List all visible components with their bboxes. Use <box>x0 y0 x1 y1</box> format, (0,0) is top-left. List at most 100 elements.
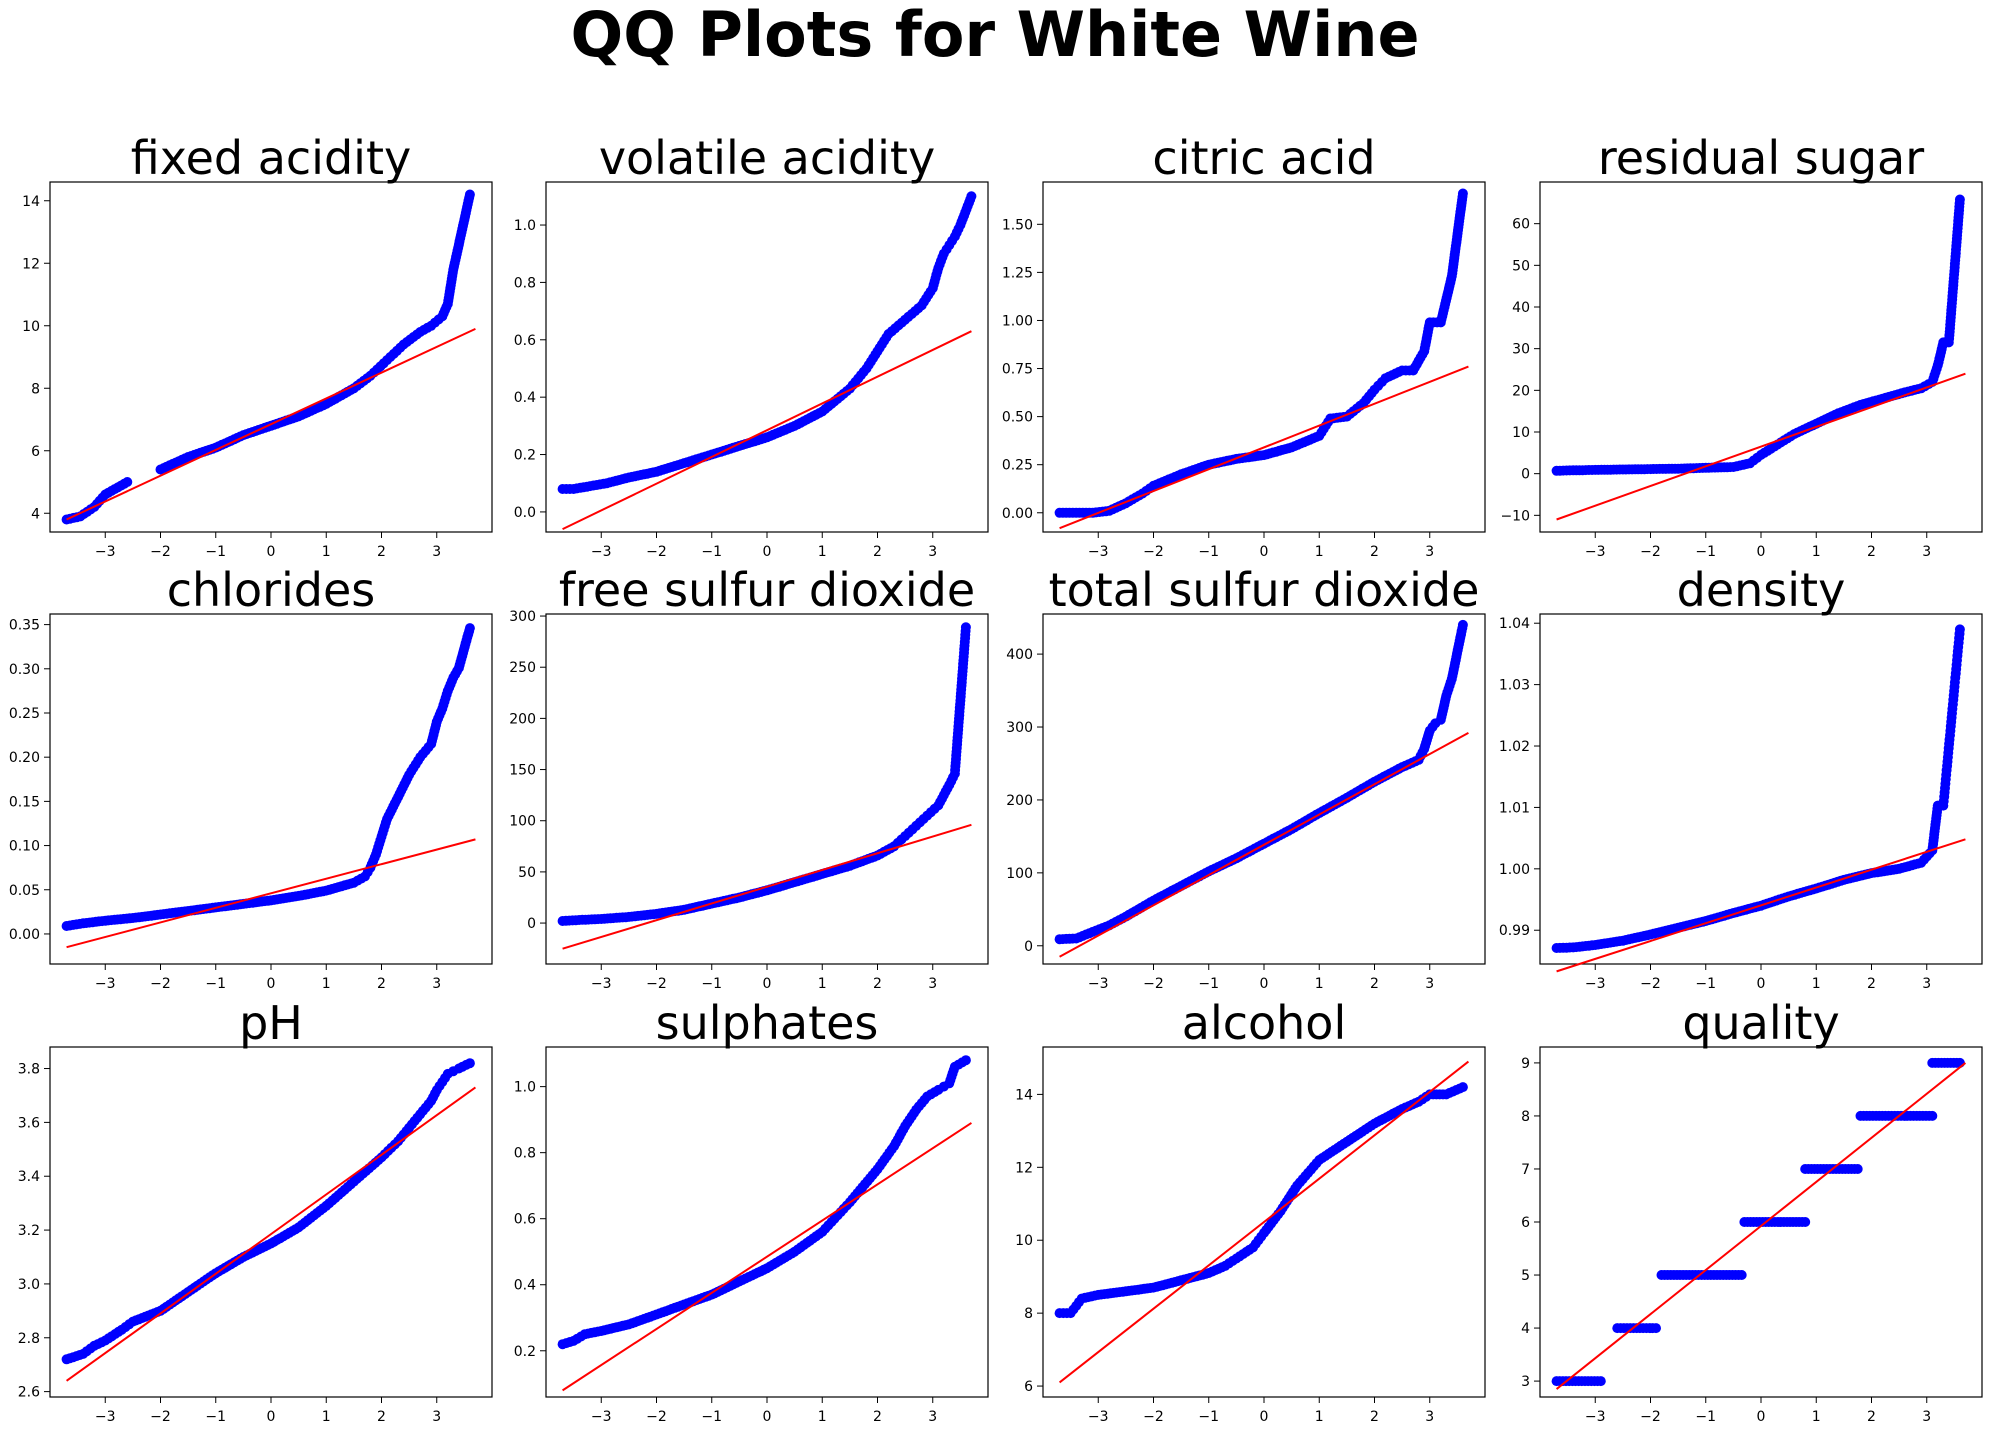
x-tick-label: 2 <box>873 1409 882 1425</box>
y-tick-label: 0.6 <box>514 1212 536 1228</box>
x-tick-label: 3 <box>1922 544 1931 560</box>
y-tick-label: 5 <box>1521 1268 1530 1284</box>
fit-line <box>1556 372 1966 521</box>
plot-frame <box>49 613 493 965</box>
subplot-title-sulphates: sulphates <box>656 996 879 1050</box>
y-tick-label: 3.0 <box>18 1277 40 1293</box>
x-tick-label: 1 <box>818 976 827 992</box>
x-tick-label: −1 <box>1695 544 1716 560</box>
x-tick-label: 3 <box>1425 544 1434 560</box>
plot-frame <box>1042 613 1486 965</box>
fit-line <box>65 1086 477 1382</box>
x-tick-label: 2 <box>873 544 882 560</box>
y-tick-label: 30 <box>1512 342 1530 358</box>
x-tick-label: 3 <box>928 1409 937 1425</box>
y-tick-label: 50 <box>1512 258 1530 274</box>
y-tick-label: 60 <box>1512 217 1530 233</box>
data-point <box>960 622 971 633</box>
x-tick-label: −3 <box>1088 544 1109 560</box>
qq-points <box>1551 1057 1965 1387</box>
plot-frame <box>1539 181 1983 533</box>
x-tick-label: 1 <box>322 976 331 992</box>
x-tick-label: 2 <box>873 976 882 992</box>
y-tick-label: 200 <box>509 711 536 727</box>
subplot-title-density: density <box>1677 563 1846 617</box>
x-tick-label: 1 <box>1315 1409 1324 1425</box>
x-tick-label: 2 <box>377 976 386 992</box>
x-tick-label: 2 <box>1370 1409 1379 1425</box>
data-point <box>464 1058 475 1069</box>
y-tick-label: 1.02 <box>1499 739 1530 755</box>
figure-title: QQ Plots for White Wine <box>570 0 1420 71</box>
data-point <box>1736 1270 1747 1280</box>
y-tick-label: 6 <box>1024 1379 1033 1395</box>
data-point <box>1927 1110 1938 1121</box>
y-tick-label: 7 <box>1521 1162 1530 1178</box>
y-tick-label: 8 <box>31 381 40 397</box>
fit-line <box>66 838 476 949</box>
qq-points <box>1551 624 1965 953</box>
fit-line <box>562 1122 972 1392</box>
x-tick-label: −1 <box>1198 976 1219 992</box>
fit-line <box>66 327 476 521</box>
x-tick-label: −2 <box>1143 1409 1164 1425</box>
x-tick-label: 0 <box>763 1409 772 1425</box>
x-tick-label: 2 <box>1370 976 1379 992</box>
fit-line <box>1555 1062 1967 1390</box>
y-tick-label: 0.6 <box>514 333 536 349</box>
x-tick-label: −1 <box>701 1409 722 1425</box>
y-tick-label: 14 <box>1015 1087 1033 1103</box>
x-tick-label: 3 <box>1922 1409 1931 1425</box>
data-point <box>966 191 977 202</box>
y-tick-label: 4 <box>1521 1321 1530 1337</box>
data-point <box>1457 188 1468 199</box>
y-tick-label: 0.25 <box>1002 458 1033 474</box>
y-tick-label: 14 <box>22 194 40 210</box>
qq-points <box>1054 619 1468 945</box>
y-tick-label: 9 <box>1521 1056 1530 1072</box>
y-tick-label: 0.20 <box>9 750 40 766</box>
data-point <box>1595 1376 1606 1387</box>
qq-points <box>557 191 977 494</box>
x-tick-label: −3 <box>1585 976 1606 992</box>
subplot-title-fixed-acidity: fixed acidity <box>131 131 411 185</box>
y-tick-label: 10 <box>1512 425 1530 441</box>
y-tick-label: 3.2 <box>18 1223 40 1239</box>
x-tick-label: −3 <box>1585 1409 1606 1425</box>
data-point <box>1954 194 1965 205</box>
x-tick-label: 0 <box>1260 544 1269 560</box>
subplot-title-residual-sugar: residual sugar <box>1598 131 1924 185</box>
y-tick-label: 1.01 <box>1499 800 1530 816</box>
y-tick-label: 12 <box>22 256 40 272</box>
x-tick-label: −3 <box>591 976 612 992</box>
data-point <box>1852 1164 1863 1174</box>
y-tick-label: 0.0 <box>514 505 536 521</box>
x-tick-label: 1 <box>818 1409 827 1425</box>
y-tick-label: −10 <box>1500 508 1530 524</box>
plot-frame <box>545 613 989 965</box>
y-tick-label: 3 <box>1521 1374 1530 1390</box>
y-tick-label: 1.25 <box>1002 265 1033 281</box>
y-tick-label: 10 <box>1015 1233 1033 1249</box>
x-tick-label: −3 <box>1088 976 1109 992</box>
x-tick-label: 1 <box>818 544 827 560</box>
y-tick-label: 0 <box>527 916 536 932</box>
y-tick-label: 0.8 <box>514 1146 536 1162</box>
fit-line <box>1058 1060 1470 1384</box>
x-tick-label: −3 <box>591 544 612 560</box>
qq-points <box>1054 1082 1468 1319</box>
qq-points <box>557 622 971 926</box>
y-tick-label: 2.6 <box>18 1385 40 1401</box>
x-tick-label: 3 <box>928 544 937 560</box>
subplot-title-chlorides: chlorides <box>167 563 376 617</box>
x-tick-label: 0 <box>267 544 276 560</box>
x-tick-label: 3 <box>928 976 937 992</box>
x-tick-label: −2 <box>150 544 171 560</box>
y-tick-label: 4 <box>31 506 40 522</box>
data-point <box>1651 1323 1661 1334</box>
y-tick-label: 8 <box>1024 1306 1033 1322</box>
y-tick-label: 0.15 <box>9 794 40 810</box>
